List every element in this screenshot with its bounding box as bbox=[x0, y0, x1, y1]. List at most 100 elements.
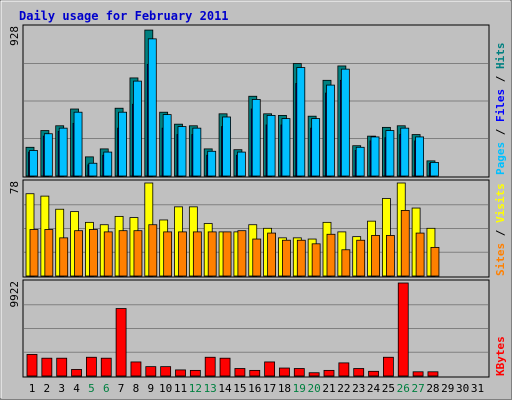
chart-marks bbox=[24, 29, 488, 377]
bar-kbytes-day-2 bbox=[41, 357, 53, 377]
x-tick-label-day-6: 6 bbox=[103, 382, 110, 395]
bar-pages-day-27 bbox=[415, 136, 425, 177]
bar-pages-day-18 bbox=[281, 118, 291, 177]
bar-sites-day-1 bbox=[29, 229, 39, 277]
x-tick-label-day-26: 26 bbox=[397, 382, 410, 395]
bar-kbytes-day-12 bbox=[189, 369, 201, 377]
bar-kbytes-day-15 bbox=[234, 368, 246, 377]
bar-pages-day-4 bbox=[73, 111, 83, 177]
bar-kbytes-day-28 bbox=[427, 371, 439, 377]
panel-2-legend: Sites / Visits bbox=[494, 183, 507, 276]
x-tick-label-day-4: 4 bbox=[73, 382, 80, 395]
x-axis-day-labels: 1 2 3 4 5 6 7 8 9 10 11 12 13 14 15 16 17 18 19 20 21 22 23 24 2… bbox=[29, 382, 484, 395]
bar-sites-day-7 bbox=[118, 230, 128, 277]
bar-sites-day-9 bbox=[148, 224, 158, 277]
bar-pages-day-10 bbox=[162, 114, 172, 177]
bar-kbytes-day-22 bbox=[338, 362, 350, 377]
x-tick-label-day-25: 25 bbox=[382, 382, 395, 395]
bar-pages-day-14 bbox=[222, 116, 231, 177]
x-tick-label-day-15: 15 bbox=[233, 382, 246, 395]
bar-pages-day-5 bbox=[88, 162, 98, 177]
bar-pages-day-9 bbox=[147, 38, 157, 177]
bar-kbytes-day-23 bbox=[353, 368, 365, 377]
bar-kbytes-day-13 bbox=[204, 356, 216, 377]
bar-sites-day-2 bbox=[44, 229, 54, 277]
bar-kbytes-day-9 bbox=[145, 366, 157, 377]
bar-pages-day-20 bbox=[311, 118, 321, 177]
bar-kbytes-day-16 bbox=[249, 369, 261, 377]
bar-kbytes-day-24 bbox=[368, 370, 379, 377]
bar-pages-day-25 bbox=[385, 130, 395, 177]
bar-sites-day-18 bbox=[282, 239, 291, 277]
x-tick-label-day-9: 9 bbox=[147, 382, 154, 395]
bar-sites-day-24 bbox=[371, 235, 380, 277]
legend-visits: Visits bbox=[494, 183, 507, 223]
chart-title: Daily usage for February 2011 bbox=[19, 9, 229, 23]
bar-sites-day-20 bbox=[311, 243, 321, 277]
bar-sites-day-4 bbox=[74, 230, 83, 277]
x-tick-label-day-18: 18 bbox=[278, 382, 291, 395]
panel-1-legend: Pages / Files / Hits bbox=[494, 43, 507, 176]
bar-kbytes-day-8 bbox=[130, 361, 142, 377]
x-tick-label-day-3: 3 bbox=[58, 382, 65, 395]
bar-kbytes-day-21 bbox=[323, 369, 335, 377]
bar-sites-day-17 bbox=[267, 232, 277, 277]
legend-kbytes: KBytes bbox=[494, 336, 507, 376]
bar-pages-day-26 bbox=[400, 127, 410, 177]
bar-kbytes-day-20 bbox=[308, 372, 320, 377]
x-tick-label-day-12: 12 bbox=[189, 382, 202, 395]
legend-files: Files bbox=[494, 89, 507, 122]
bar-pages-day-17 bbox=[266, 114, 276, 177]
bar-sites-day-16 bbox=[252, 238, 262, 277]
bar-pages-day-3 bbox=[58, 127, 68, 177]
legend-hits: Hits bbox=[494, 43, 507, 70]
panel-2-ymax-label: 78 bbox=[8, 181, 21, 194]
bar-kbytes-day-17 bbox=[264, 361, 276, 377]
bar-sites-day-13 bbox=[207, 231, 217, 277]
x-tick-label-day-1: 1 bbox=[29, 382, 36, 395]
x-tick-label-day-8: 8 bbox=[133, 382, 140, 395]
panel-3-ymax-label: 9922 bbox=[8, 281, 21, 308]
x-tick-label-day-17: 17 bbox=[263, 382, 276, 395]
bar-sites-day-23 bbox=[356, 239, 366, 277]
bar-sites-day-3 bbox=[59, 237, 69, 277]
x-tick-label-day-27: 27 bbox=[411, 382, 424, 395]
bar-pages-day-15 bbox=[236, 151, 246, 177]
x-tick-label-day-23: 23 bbox=[352, 382, 365, 395]
bar-sites-day-19 bbox=[296, 239, 306, 277]
bar-sites-day-28 bbox=[430, 246, 440, 277]
bar-sites-day-15 bbox=[237, 230, 247, 277]
legend-pages: Pages bbox=[494, 142, 507, 175]
bar-pages-day-2 bbox=[43, 133, 53, 177]
x-tick-label-day-13: 13 bbox=[204, 382, 217, 395]
bar-kbytes-day-7 bbox=[115, 308, 127, 377]
bar-pages-day-22 bbox=[340, 68, 350, 177]
bar-pages-day-7 bbox=[118, 111, 127, 177]
bar-sites-day-14 bbox=[222, 231, 232, 277]
bar-pages-day-13 bbox=[207, 150, 217, 177]
x-tick-label-day-14: 14 bbox=[218, 382, 232, 395]
bar-kbytes-day-6 bbox=[100, 357, 112, 377]
x-tick-label-day-29: 29 bbox=[441, 382, 454, 395]
x-tick-label-day-10: 10 bbox=[159, 382, 172, 395]
bar-kbytes-day-3 bbox=[56, 357, 68, 377]
x-tick-label-day-5: 5 bbox=[88, 382, 95, 395]
bar-kbytes-day-11 bbox=[175, 369, 186, 377]
bar-pages-day-21 bbox=[326, 84, 335, 177]
bar-kbytes-day-10 bbox=[160, 366, 172, 377]
bar-kbytes-day-14 bbox=[219, 357, 231, 377]
x-tick-label-day-2: 2 bbox=[44, 382, 51, 395]
x-tick-label-day-16: 16 bbox=[248, 382, 261, 395]
bar-pages-day-28 bbox=[430, 162, 439, 177]
bar-kbytes-day-5 bbox=[86, 356, 97, 377]
panel-1-ymax-label: 928 bbox=[8, 26, 21, 46]
bar-kbytes-day-18 bbox=[279, 367, 290, 377]
bar-pages-day-1 bbox=[29, 150, 38, 177]
bar-sites-day-12 bbox=[192, 231, 202, 277]
bar-sites-day-11 bbox=[178, 231, 187, 277]
panel-3-legend: KBytes bbox=[494, 336, 507, 376]
bar-sites-day-21 bbox=[326, 233, 336, 277]
bar-pages-day-24 bbox=[370, 136, 380, 177]
bar-kbytes-day-4 bbox=[71, 369, 82, 377]
bar-sites-day-22 bbox=[341, 249, 351, 277]
